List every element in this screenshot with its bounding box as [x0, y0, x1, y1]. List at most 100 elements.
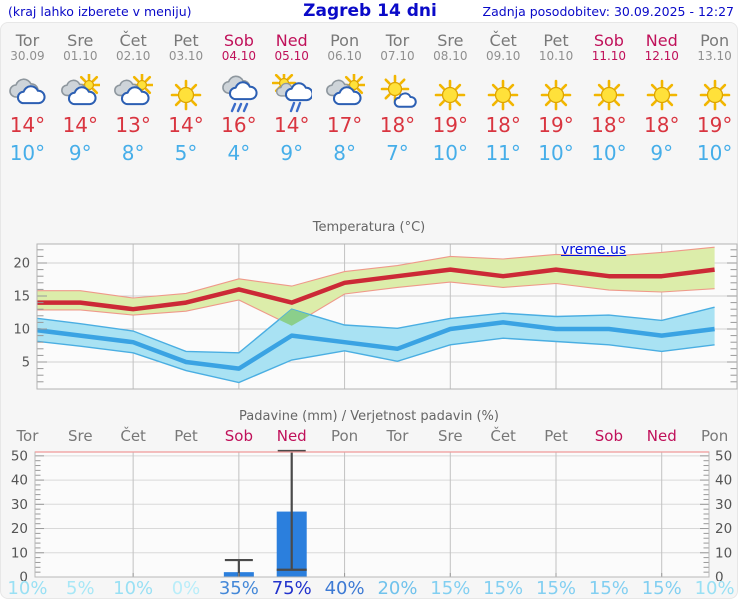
sunny-icon [540, 79, 572, 111]
day-name: Pet [173, 31, 199, 50]
day-max-temp: 14° [168, 113, 204, 137]
day-date: 12.10 [644, 49, 679, 63]
precip-probability: 35% [218, 578, 259, 599]
day-date: 10.10 [538, 49, 574, 63]
day-date: 09.10 [485, 49, 521, 63]
weather-icon-cell [265, 73, 318, 115]
temp-axis-ticks [37, 249, 737, 383]
weather-icons-row [1, 73, 740, 115]
mostly-sunny-icon [381, 74, 418, 108]
day-min-temp: 7° [386, 141, 409, 165]
precip-probability: 15% [483, 578, 524, 599]
day-date: 08.10 [433, 49, 468, 63]
precip-day-label: Pet [174, 427, 198, 445]
day-max-temp: 18° [485, 113, 521, 137]
day-name: Tor [15, 31, 40, 50]
precip-plot-bg [35, 452, 709, 577]
precip-probability: 40% [324, 578, 365, 599]
day-max-temp: 17° [326, 113, 363, 137]
partly-cloudy-icon [325, 74, 365, 106]
precip-day-label: Ned [276, 427, 307, 445]
weather-icon-cell [160, 73, 213, 115]
day-date: 01.10 [63, 49, 98, 63]
sunny-icon [434, 79, 466, 111]
watermark-link[interactable]: vreme.us [561, 242, 627, 258]
day-max-temp: 18° [644, 113, 680, 137]
day-min-temp: 10° [591, 141, 627, 165]
sunny-icon [646, 79, 678, 111]
cloudy-icon [9, 78, 46, 105]
partly-cloudy-icon [114, 74, 154, 106]
precip-axis-ticks [35, 455, 709, 577]
day-max-temp: 14° [9, 113, 46, 137]
page-title: Zagreb 14 dni [303, 1, 437, 21]
weather-icon-cell [371, 73, 424, 115]
precip-probability-row: 10% 5% 10% 0% 35% 75% 40% 20% 15% 15% 15% 15% 15% 10% [1, 579, 740, 600]
precip-probability: 10% [694, 578, 735, 599]
day-date: 13.10 [697, 49, 732, 63]
day-date: 11.10 [591, 49, 627, 63]
max-temp-line [37, 267, 715, 312]
day-name: Sre [437, 31, 464, 50]
day-min-temp: 9° [68, 141, 92, 165]
rain-icon [222, 75, 258, 113]
svg-text:20: 20 [715, 521, 732, 537]
precip-probability: 10% [7, 578, 48, 599]
weather-icon-cell [54, 73, 107, 115]
weather-icon-cell [318, 73, 371, 115]
precip-day-label: Čet [490, 427, 516, 445]
day-min-temp: 5° [174, 141, 198, 165]
day-name: Sob [593, 31, 624, 50]
svg-text:30: 30 [715, 497, 732, 513]
day-max-temp: 14° [274, 113, 310, 137]
precip-day-labels-row: Tor Sre Čet Pet Sob Ned Pon Tor Sre Čet Pet Sob Ned P… [1, 428, 740, 446]
precip-gridlines [35, 452, 709, 577]
weather-icon-cell [424, 73, 477, 115]
day-max-temp: 14° [62, 113, 99, 137]
precip-probability: 15% [536, 578, 577, 599]
svg-text:10: 10 [13, 323, 30, 338]
day-date: 30.09 [10, 49, 45, 63]
precip-day-label: Tor [386, 427, 409, 445]
day-max-temp: 13° [115, 113, 151, 137]
menu-hint-text: (kraj lahko izberete v meniju) [8, 4, 192, 19]
day-name: Pon [700, 31, 730, 50]
max-temps-row: 14° 14° 13° 14° 16° 14° 17° 18° 19° 18° 19° 18° 18° 1… [1, 114, 740, 140]
precipitation-chart: 0 0 10 10 20 20 30 30 40 40 50 50 [11, 448, 732, 581]
day-name: Pet [543, 31, 569, 50]
svg-text:0: 0 [19, 570, 28, 582]
day-min-temp: 10° [538, 141, 574, 165]
day-max-temp: 16° [221, 113, 257, 137]
weather-icon-cell [582, 73, 635, 115]
day-date: 03.10 [168, 49, 204, 63]
sun-rain-icon [271, 74, 312, 113]
day-name: Sob [223, 31, 254, 50]
day-name: Tor [385, 31, 410, 50]
temp-lines [37, 267, 715, 371]
precip-axis-labels: 0 0 10 10 20 20 30 30 40 40 50 50 [11, 448, 732, 581]
day-max-temp: 19° [432, 113, 469, 137]
day-min-temp: 9° [650, 141, 674, 165]
forecast-panel: Tor Sre Čet Pet Sob Ned Pon Tor Sre Čet Pet Sob Ned P… [0, 22, 738, 599]
day-dates-row: 30.09 01.10 02.10 03.10 04.10 05.10 06.10 07.10… [1, 49, 740, 64]
weather-icon-cell [530, 73, 583, 115]
svg-text:15: 15 [13, 290, 30, 305]
svg-text:10: 10 [11, 545, 28, 561]
sunny-icon [487, 79, 519, 111]
precip-probability: 5% [66, 578, 95, 599]
temp-plot-frame [36, 243, 738, 390]
sunny-icon [170, 79, 202, 111]
day-name: Ned [275, 31, 308, 50]
temperature-chart: 5 10 15 20 [13, 243, 738, 390]
weather-icon-cell [1, 73, 54, 115]
sunny-icon [699, 79, 730, 111]
day-min-temp: 10° [432, 141, 469, 165]
day-max-temp: 18° [591, 113, 627, 137]
min-temps-row: 10° 9° 8° 5° 4° 9° 8° 7° 10° 11° 10° 10° 9° 10° [1, 142, 740, 168]
svg-text:50: 50 [11, 448, 28, 464]
precip-probability: 0% [171, 578, 201, 599]
day-name: Čet [489, 31, 517, 50]
svg-text:20: 20 [13, 257, 30, 272]
weather-icon-cell [688, 73, 740, 115]
day-max-temp: 19° [696, 113, 733, 137]
